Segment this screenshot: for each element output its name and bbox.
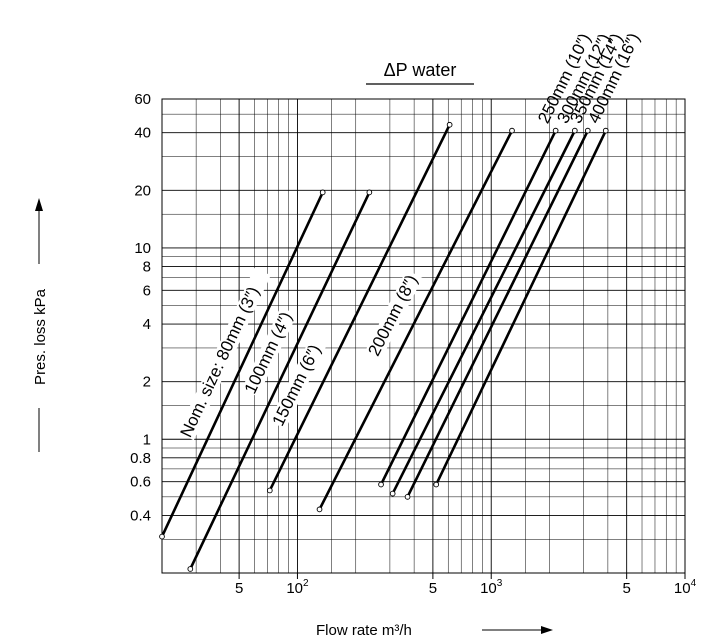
series-endpoint: [404, 494, 411, 500]
series-line: [160, 191, 325, 538]
chart-title: ΔP water: [384, 60, 457, 80]
chart-grid: [161, 98, 685, 574]
series-endpoint: [509, 127, 515, 134]
y-tick-label: 10: [134, 240, 151, 257]
series-label-bg: [177, 267, 271, 441]
y-tick-label: 8: [143, 258, 151, 275]
series-line: [391, 129, 577, 495]
x-tick-label: 5: [235, 580, 243, 597]
series-line: [434, 129, 608, 486]
y-tick-label: 0.4: [130, 507, 151, 524]
series-label-bg: [365, 269, 423, 360]
chart-axes: 5 102 5 103 5 104 0.4 0.6 0.8 1 2 4 6 810 20 40 60: [130, 91, 696, 597]
series-endpoint: [552, 127, 559, 134]
x-axis-label: Flow rate m³/h: [316, 622, 412, 639]
y-tick-label: 2: [143, 374, 151, 391]
series-line: [406, 129, 590, 499]
series-endpoint: [584, 127, 591, 134]
series-label-bg: [241, 306, 297, 397]
y-tick-label: 20: [134, 182, 151, 199]
series-line: [268, 123, 451, 492]
series-endpoint: [378, 481, 384, 488]
y-axis-label: Pres. loss kPa: [32, 288, 49, 385]
series-endpoint: [187, 566, 194, 572]
x-tick-label: 103: [480, 578, 503, 597]
x-tick-label: 102: [286, 578, 309, 597]
y-axis-arrowhead: [35, 198, 43, 211]
y-tick-label: 0.6: [130, 474, 151, 491]
x-tick-label: 5: [622, 580, 630, 597]
y-tick-label: 40: [134, 125, 151, 142]
series-endpoint: [366, 189, 373, 196]
series-endpoint: [319, 189, 326, 196]
series-endpoint: [446, 121, 453, 128]
series-label: Nom. size: 80mm (3″): [177, 284, 264, 440]
series-endpoint: [266, 487, 273, 494]
y-tick-label: 0.8: [130, 450, 151, 467]
series-endpoint: [159, 533, 165, 540]
plot-frame: [161, 98, 686, 574]
series-endpoint: [602, 127, 609, 134]
x-tick-label: 5: [429, 580, 437, 597]
series-endpoint: [571, 127, 578, 134]
series-line: [318, 129, 514, 511]
series-line: [379, 129, 557, 486]
series-endpoint: [316, 506, 323, 513]
x-tick-label: 104: [674, 578, 697, 597]
y-tick-label: 6: [143, 282, 151, 299]
series-label-bg: [269, 339, 326, 430]
y-tick-label: 60: [134, 91, 151, 108]
series-endpoint: [389, 490, 396, 497]
series-endpoint: [433, 481, 440, 488]
chart-labels: ΔP water Flow rate m³/h Pres. loss kPa Nom.…: [32, 30, 644, 639]
x-axis-arrowhead: [541, 626, 553, 634]
series-label: 200mm (8″): [364, 272, 421, 359]
y-tick-label: 4: [143, 316, 151, 333]
chart-series: [159, 121, 609, 572]
series-line: [189, 191, 371, 571]
y-tick-label: 1: [143, 431, 151, 448]
